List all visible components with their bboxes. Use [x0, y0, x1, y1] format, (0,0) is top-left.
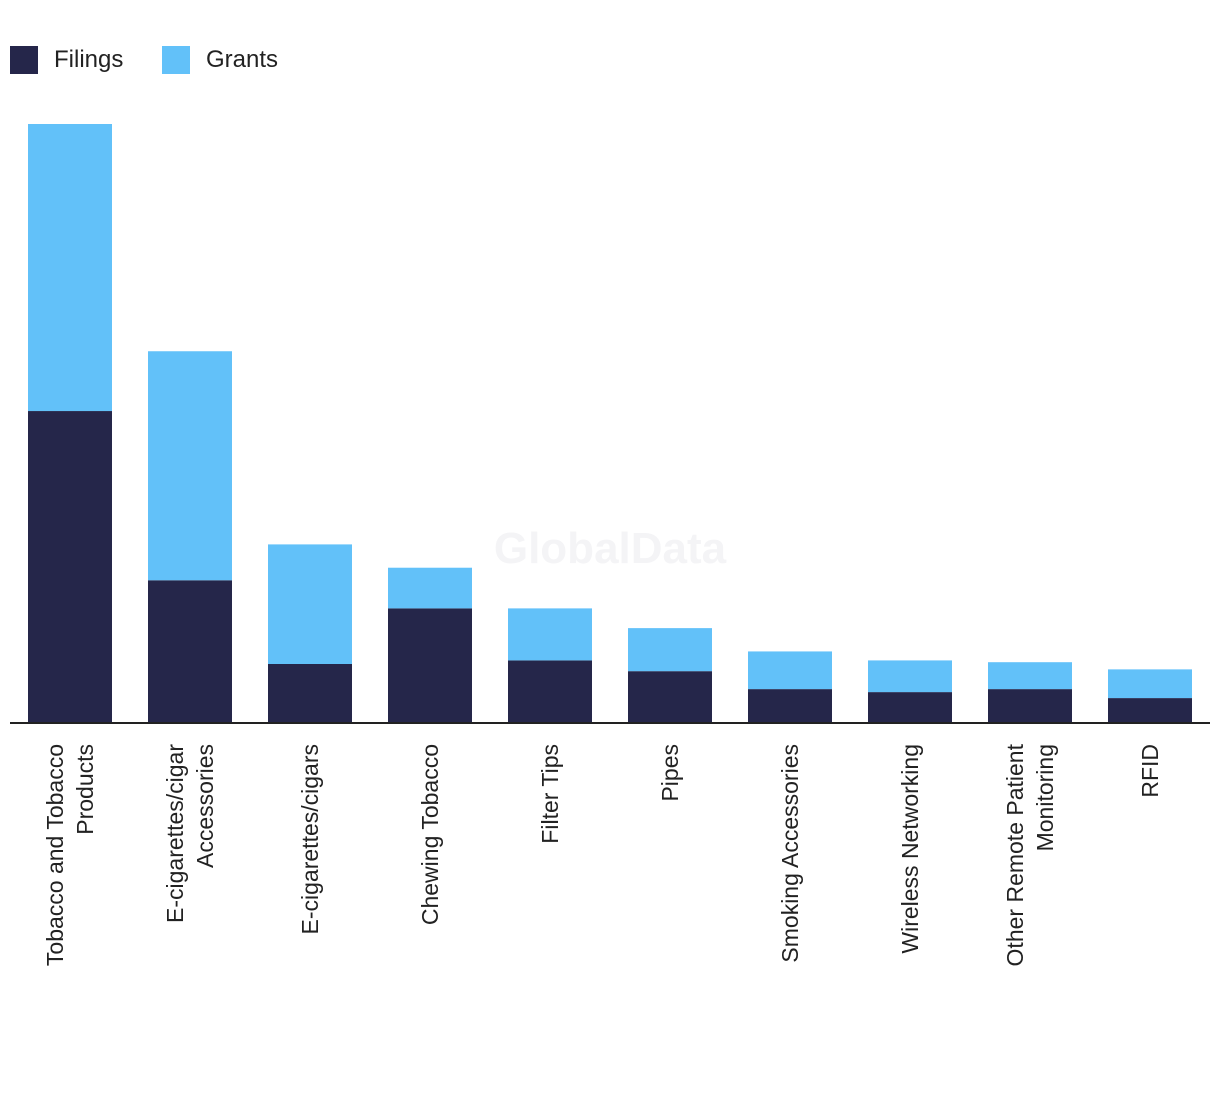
bar-filings-1 — [148, 580, 232, 722]
bar-filings-5 — [628, 671, 712, 722]
x-tick-label-6: Smoking Accessories — [777, 744, 803, 963]
legend-swatch-filings — [10, 46, 38, 74]
x-tick-label-5: Pipes — [657, 744, 683, 802]
x-tick-label-line: Smoking Accessories — [777, 744, 803, 963]
watermark: GlobalData — [494, 524, 727, 573]
x-tick-label-line: Pipes — [657, 744, 683, 802]
bar-grants-9 — [1108, 669, 1192, 699]
x-tick-label-2: E-cigarettes/cigars — [297, 744, 323, 934]
x-tick-label-0: Tobacco and Tobacco Products — [42, 744, 98, 966]
bar-grants-8 — [988, 662, 1072, 690]
legend: Filings Grants — [10, 46, 278, 74]
x-tick-label-line: Filter Tips — [537, 744, 563, 844]
bar-filings-3 — [388, 608, 472, 722]
bar-grants-0 — [28, 124, 112, 412]
bar-filings-6 — [748, 689, 832, 722]
x-tick-label-line: Monitoring — [1032, 744, 1058, 851]
legend-label-grants: Grants — [206, 46, 278, 73]
x-tick-label-1: E-cigarettes/cigar Accessories — [162, 744, 218, 923]
bar-grants-4 — [508, 608, 592, 661]
bar-grants-1 — [148, 351, 232, 581]
bar-filings-8 — [988, 689, 1072, 722]
x-tick-label-3: Chewing Tobacco — [417, 744, 443, 925]
x-tick-label-8: Other Remote Patient Monitoring — [1002, 743, 1058, 966]
bar-grants-5 — [628, 628, 712, 672]
bar-filings-7 — [868, 692, 952, 722]
bar-filings-2 — [268, 663, 352, 722]
bar-grants-7 — [868, 660, 952, 693]
x-tick-label-line: Accessories — [192, 744, 218, 868]
x-tick-label-line: Wireless Networking — [897, 744, 923, 954]
bar-grants-3 — [388, 567, 472, 609]
bars — [28, 124, 1192, 722]
bar-filings-0 — [28, 411, 112, 722]
x-tick-label-line: E-cigarettes/cigars — [297, 744, 323, 934]
legend-label-filings: Filings — [54, 46, 123, 73]
x-tick-label-line: Other Remote Patient — [1002, 743, 1028, 966]
x-tick-label-line: Chewing Tobacco — [417, 744, 443, 925]
x-tick-label-line: E-cigarettes/cigar — [162, 744, 188, 923]
x-tick-label-9: RFID — [1137, 744, 1163, 798]
bar-filings-4 — [508, 660, 592, 722]
bar-grants-2 — [268, 544, 352, 664]
x-tick-label-line: Products — [72, 744, 98, 835]
x-tick-label-4: Filter Tips — [537, 744, 563, 844]
x-tick-label-line: RFID — [1137, 744, 1163, 798]
x-tick-label-line: Tobacco and Tobacco — [42, 744, 68, 966]
x-tick-label-7: Wireless Networking — [897, 744, 923, 954]
bar-filings-9 — [1108, 698, 1192, 722]
bar-grants-6 — [748, 651, 832, 690]
legend-swatch-grants — [162, 46, 190, 74]
x-tick-labels: Tobacco and Tobacco Products E-cigarettes/… — [42, 743, 1163, 966]
